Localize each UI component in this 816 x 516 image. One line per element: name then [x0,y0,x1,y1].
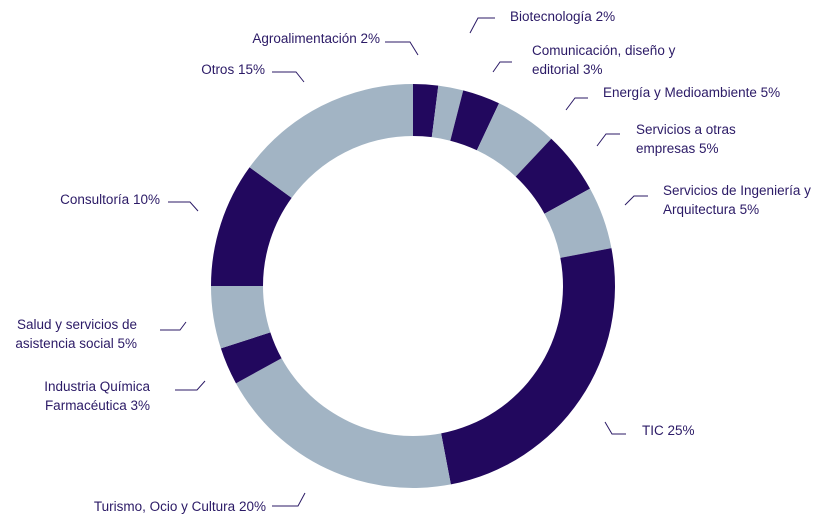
donut-slice [235,358,451,489]
category-label: Salud y servicios de asistencia social [15,317,137,351]
leader-line [272,71,305,83]
category-label: Industria Química Farmacéutica [44,379,150,413]
slice-label: Energía y Medioambiente 5% [603,83,780,102]
leader-line [624,195,648,206]
slice-label: Servicios de Ingeniería y Arquitectura 5… [663,181,816,219]
value-label: 2% [595,9,616,24]
category-label: Energía y Medioambiente [603,85,757,100]
value-label: 15% [237,62,265,77]
value-label: 5% [739,202,760,217]
donut-slice [413,84,439,138]
slice-label: Otros 15% [201,60,265,79]
slice-label: Turismo, Ocio y Cultura 20% [94,497,266,516]
value-label: 5% [117,336,137,351]
donut-slice [476,103,552,177]
donut-slice [544,188,612,258]
donut-slice [220,332,282,384]
leader-line [565,97,588,111]
value-label: 25% [667,423,695,438]
category-label: TIC [642,423,664,438]
category-label: Servicios de Ingeniería y Arquitectura [663,183,811,217]
leader-line [492,61,512,73]
donut-slice [211,286,271,349]
donut-slice [450,90,500,151]
value-label: 3% [583,62,603,77]
slice-label: Consultoría 10% [60,190,160,209]
slice-label: TIC 25% [642,421,695,440]
leader-line [596,133,620,147]
value-label: 5% [760,85,781,100]
leader-line [168,201,199,212]
slice-label: Comunicación, diseño y editorial 3% [532,41,680,79]
category-label: Consultoría [60,192,130,207]
leader-line [469,17,495,34]
value-label: 10% [132,192,160,207]
leader-line [272,492,306,507]
category-label: Servicios a otras empresas [636,122,736,156]
donut-slice [249,84,413,198]
donut-slice [431,85,464,141]
slice-label: Agroalimentación 2% [252,29,380,48]
value-label: 20% [238,499,266,514]
leader-line [604,421,626,435]
category-label: Agroalimentación [252,31,357,46]
donut-slice [211,167,292,286]
leader-line [160,321,187,331]
category-label: Otros [201,62,235,77]
slice-label: Salud y servicios de asistencia social 5… [2,315,137,353]
category-label: Turismo, Ocio y Cultura [93,499,236,514]
slice-label: Servicios a otras empresas 5% [636,120,766,158]
category-label: Biotecnología [510,9,592,24]
category-label: Comunicación, diseño y editorial [532,43,676,77]
slice-label: Industria Química Farmacéutica 3% [30,377,150,415]
slice-label: Biotecnología 2% [510,7,615,26]
leader-line [175,380,206,391]
donut-slice [441,248,615,485]
leader-line [385,41,419,56]
value-label: 2% [360,31,380,46]
value-label: 3% [130,398,150,413]
donut-slice [515,138,591,214]
value-label: 5% [699,141,719,156]
